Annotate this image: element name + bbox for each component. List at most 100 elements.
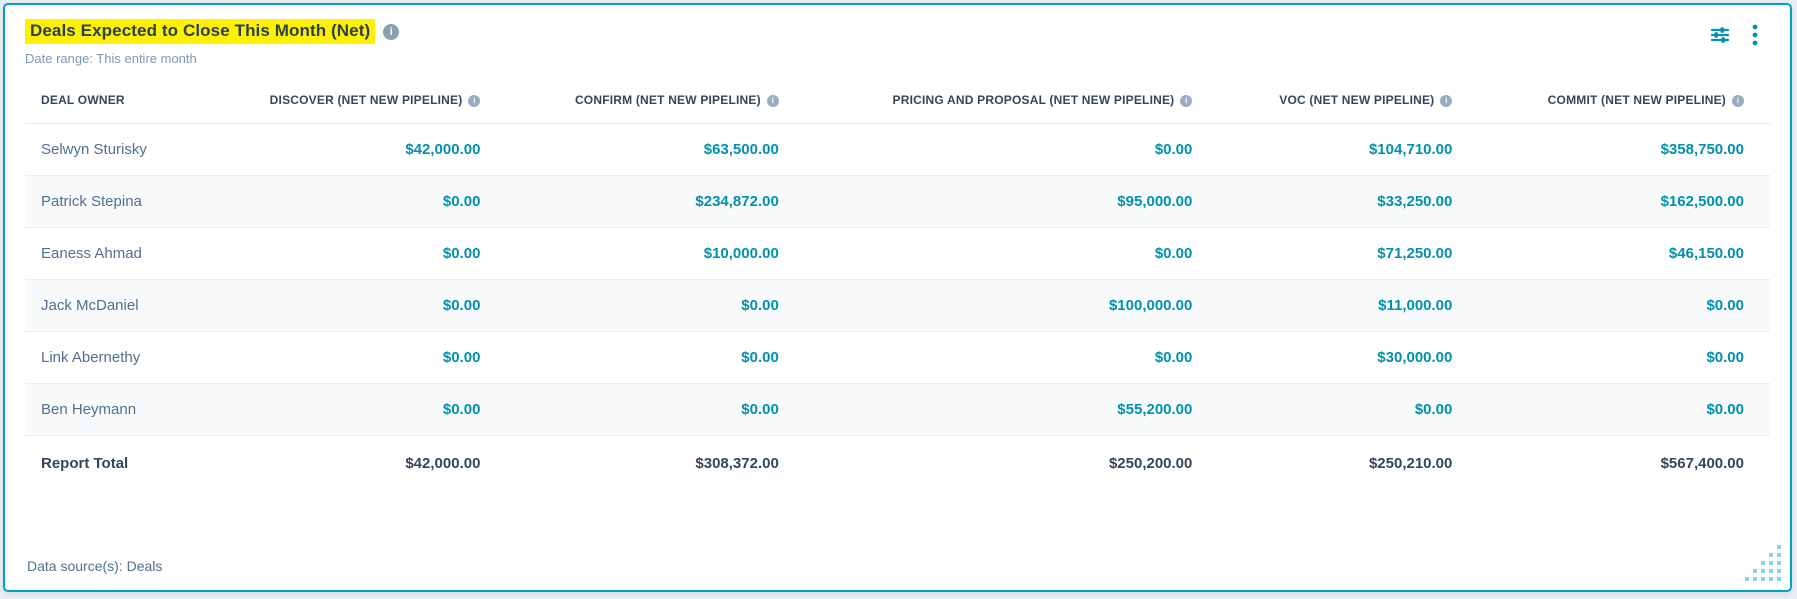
- deal-amount-link[interactable]: $10,000.00: [703, 244, 779, 262]
- report-total-row: Report Total $42,000.00 $308,372.00 $250…: [25, 435, 1770, 491]
- deal-amount-link[interactable]: $0.00: [1154, 140, 1193, 158]
- value-cell: $100,000.00: [778, 279, 1193, 332]
- value-cell: $0.00: [1452, 279, 1770, 332]
- deal-owner-cell: Ben Heymann: [25, 383, 235, 436]
- column-header-pricing-and-proposal: PRICING AND PROPOSAL (NET NEW PIPELINE) i: [778, 78, 1193, 124]
- total-value-cell: $567,400.00: [1452, 435, 1770, 491]
- deal-amount-link[interactable]: $0.00: [1706, 400, 1744, 418]
- deal-amount-link[interactable]: $358,750.00: [1660, 140, 1744, 158]
- deal-amount-link[interactable]: $0.00: [442, 296, 481, 314]
- report-card: Deals Expected to Close This Month (Net)…: [3, 3, 1792, 592]
- deal-amount-link[interactable]: $71,250.00: [1377, 244, 1453, 262]
- deal-amount-link[interactable]: $0.00: [741, 348, 779, 366]
- value-cell: $0.00: [480, 383, 779, 436]
- value-cell: $0.00: [234, 175, 481, 228]
- table-row: Ben Heymann $0.00 $0.00 $55,200.00 $0.00…: [25, 383, 1770, 436]
- column-info-icon[interactable]: i: [1440, 94, 1453, 107]
- value-cell: $42,000.00: [234, 123, 481, 176]
- kebab-menu-icon: [1752, 24, 1758, 46]
- value-cell: $0.00: [1452, 383, 1770, 436]
- deal-amount-link[interactable]: $0.00: [442, 400, 481, 418]
- deal-amount-link[interactable]: $0.00: [1154, 348, 1193, 366]
- deal-amount-link[interactable]: $0.00: [442, 192, 481, 210]
- deal-amount-link[interactable]: $95,000.00: [1117, 192, 1193, 210]
- deal-owner-cell: Selwyn Sturisky: [25, 123, 235, 176]
- value-cell: $95,000.00: [778, 175, 1193, 228]
- deal-amount-link[interactable]: $0.00: [442, 244, 481, 262]
- deal-amount-link[interactable]: $0.00: [1414, 400, 1453, 418]
- value-cell: $0.00: [480, 279, 779, 332]
- report-settings-button[interactable]: [1710, 25, 1730, 45]
- total-value-cell: $250,210.00: [1192, 435, 1453, 491]
- column-header-commit: COMMIT (NET NEW PIPELINE) i: [1452, 78, 1770, 124]
- column-info-icon[interactable]: i: [766, 94, 779, 107]
- value-cell: $55,200.00: [778, 383, 1193, 436]
- report-actions: [1710, 19, 1770, 46]
- column-info-icon[interactable]: i: [1732, 94, 1744, 107]
- report-card-inner: Deals Expected to Close This Month (Net)…: [5, 5, 1790, 590]
- column-info-icon[interactable]: i: [1180, 94, 1193, 107]
- value-cell: $30,000.00: [1192, 331, 1453, 384]
- value-cell: $71,250.00: [1192, 227, 1453, 280]
- report-table: DEAL OWNER DISCOVER (NET NEW PIPELINE) i …: [25, 78, 1770, 491]
- resize-grip-icon: [1745, 545, 1781, 581]
- value-cell: $0.00: [234, 383, 481, 436]
- value-cell: $0.00: [234, 227, 481, 280]
- report-more-options-button[interactable]: [1752, 24, 1758, 46]
- table-row: Link Abernethy $0.00 $0.00 $0.00 $30,000…: [25, 331, 1770, 384]
- deal-owner-cell: Eaness Ahmad: [25, 227, 235, 280]
- value-cell: $358,750.00: [1452, 123, 1770, 176]
- value-cell: $234,872.00: [480, 175, 779, 228]
- deal-amount-link[interactable]: $0.00: [741, 400, 779, 418]
- column-info-icon[interactable]: i: [468, 94, 481, 107]
- sliders-filter-icon: [1710, 27, 1730, 43]
- deal-amount-link[interactable]: $55,200.00: [1117, 400, 1193, 418]
- deal-amount-link[interactable]: $104,710.00: [1368, 140, 1453, 158]
- value-cell: $0.00: [234, 279, 481, 332]
- table-header-row: DEAL OWNER DISCOVER (NET NEW PIPELINE) i …: [25, 78, 1770, 124]
- report-title[interactable]: Deals Expected to Close This Month (Net): [25, 19, 376, 44]
- deal-owner-cell: Jack McDaniel: [25, 279, 235, 332]
- value-cell: $162,500.00: [1452, 175, 1770, 228]
- report-total-label: Report Total: [25, 435, 235, 491]
- total-value-cell: $308,372.00: [480, 435, 779, 491]
- deal-amount-link[interactable]: $0.00: [1706, 296, 1744, 314]
- deal-amount-link[interactable]: $0.00: [741, 296, 779, 314]
- deal-amount-link[interactable]: $33,250.00: [1377, 192, 1453, 210]
- data-source-label: Data source(s): Deals: [27, 558, 163, 574]
- value-cell: $104,710.00: [1192, 123, 1453, 176]
- deal-amount-link[interactable]: $234,872.00: [695, 192, 779, 210]
- table-row: Selwyn Sturisky $42,000.00 $63,500.00 $0…: [25, 123, 1770, 176]
- deal-amount-link[interactable]: $63,500.00: [703, 140, 779, 158]
- title-info-icon[interactable]: i: [383, 23, 400, 40]
- deal-amount-link[interactable]: $30,000.00: [1377, 348, 1453, 366]
- deal-owner-cell: Patrick Stepina: [25, 175, 235, 228]
- value-cell: $33,250.00: [1192, 175, 1453, 228]
- date-range-label: Date range: This entire month: [25, 51, 197, 66]
- value-cell: $0.00: [1192, 383, 1453, 436]
- value-cell: $0.00: [480, 331, 779, 384]
- column-header-voc: VOC (NET NEW PIPELINE) i: [1192, 78, 1453, 124]
- value-cell: $10,000.00: [480, 227, 779, 280]
- value-cell: $0.00: [778, 123, 1193, 176]
- resize-handle[interactable]: [1741, 541, 1783, 583]
- deal-amount-link[interactable]: $162,500.00: [1660, 192, 1744, 210]
- value-cell: $63,500.00: [480, 123, 779, 176]
- value-cell: $0.00: [778, 331, 1193, 384]
- deal-amount-link[interactable]: $11,000.00: [1378, 296, 1453, 314]
- report-header: Deals Expected to Close This Month (Net)…: [25, 19, 1770, 66]
- table-row: Jack McDaniel $0.00 $0.00 $100,000.00 $1…: [25, 279, 1770, 332]
- deal-amount-link[interactable]: $0.00: [1154, 244, 1193, 262]
- deal-amount-link[interactable]: $46,150.00: [1668, 244, 1744, 262]
- total-value-cell: $250,200.00: [778, 435, 1193, 491]
- deal-owner-cell: Link Abernethy: [25, 331, 235, 384]
- value-cell: $0.00: [234, 331, 481, 384]
- column-header-confirm: CONFIRM (NET NEW PIPELINE) i: [480, 78, 779, 124]
- deal-amount-link[interactable]: $0.00: [442, 348, 481, 366]
- value-cell: $0.00: [778, 227, 1193, 280]
- value-cell: $46,150.00: [1452, 227, 1770, 280]
- deal-amount-link[interactable]: $0.00: [1706, 348, 1744, 366]
- deal-amount-link[interactable]: $100,000.00: [1108, 296, 1193, 314]
- column-header-discover: DISCOVER (NET NEW PIPELINE) i: [234, 78, 481, 124]
- deal-amount-link[interactable]: $42,000.00: [405, 140, 481, 158]
